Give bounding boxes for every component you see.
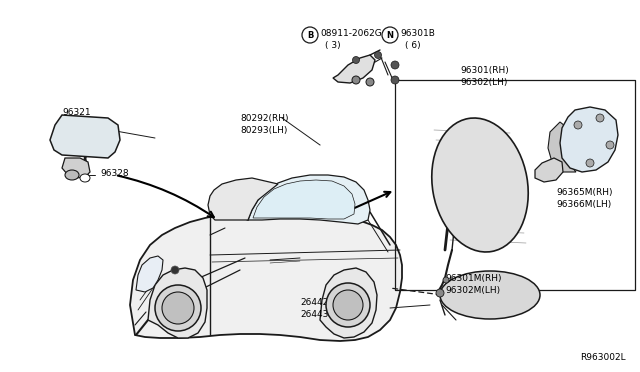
- Polygon shape: [148, 268, 207, 338]
- Text: N: N: [387, 31, 394, 39]
- Polygon shape: [136, 256, 163, 292]
- Ellipse shape: [440, 271, 540, 319]
- Text: 96302M(LH): 96302M(LH): [445, 285, 500, 295]
- Polygon shape: [535, 158, 563, 182]
- Text: 80292(RH): 80292(RH): [240, 113, 289, 122]
- Text: 96301B: 96301B: [400, 29, 435, 38]
- Polygon shape: [50, 115, 120, 158]
- Polygon shape: [248, 175, 370, 224]
- Text: R963002L: R963002L: [580, 353, 626, 362]
- Text: 96302(LH): 96302(LH): [460, 77, 508, 87]
- Text: 80293(LH): 80293(LH): [240, 125, 287, 135]
- Polygon shape: [333, 55, 375, 83]
- Ellipse shape: [80, 174, 90, 182]
- Text: 96328: 96328: [100, 169, 129, 177]
- Circle shape: [443, 277, 449, 283]
- Polygon shape: [548, 122, 576, 172]
- Circle shape: [391, 61, 399, 69]
- Circle shape: [366, 78, 374, 86]
- Polygon shape: [208, 178, 278, 220]
- Text: 26443U(LH): 26443U(LH): [300, 310, 354, 318]
- Text: 96321: 96321: [62, 108, 91, 116]
- Text: ( 6): ( 6): [405, 41, 420, 49]
- Polygon shape: [320, 268, 377, 338]
- Text: 96366M(LH): 96366M(LH): [556, 199, 611, 208]
- Polygon shape: [130, 210, 402, 341]
- Text: 96301(RH): 96301(RH): [460, 65, 509, 74]
- Text: B: B: [307, 31, 313, 39]
- Circle shape: [436, 289, 444, 297]
- Text: 26442U(RH): 26442U(RH): [300, 298, 355, 307]
- Polygon shape: [62, 158, 90, 178]
- Text: 08911-2062G: 08911-2062G: [320, 29, 381, 38]
- Circle shape: [606, 141, 614, 149]
- Circle shape: [171, 266, 179, 274]
- Ellipse shape: [432, 118, 528, 252]
- Ellipse shape: [333, 290, 363, 320]
- Text: ( 3): ( 3): [325, 41, 340, 49]
- Ellipse shape: [326, 283, 370, 327]
- Polygon shape: [560, 107, 618, 172]
- Circle shape: [574, 121, 582, 129]
- Ellipse shape: [162, 292, 194, 324]
- Ellipse shape: [65, 170, 79, 180]
- Circle shape: [586, 159, 594, 167]
- Text: 96365M(RH): 96365M(RH): [556, 187, 612, 196]
- Circle shape: [391, 76, 399, 84]
- Circle shape: [353, 57, 360, 64]
- Circle shape: [374, 51, 381, 58]
- Circle shape: [596, 114, 604, 122]
- Circle shape: [352, 76, 360, 84]
- Polygon shape: [253, 180, 355, 219]
- Ellipse shape: [155, 285, 201, 331]
- Text: 96301M(RH): 96301M(RH): [445, 273, 502, 282]
